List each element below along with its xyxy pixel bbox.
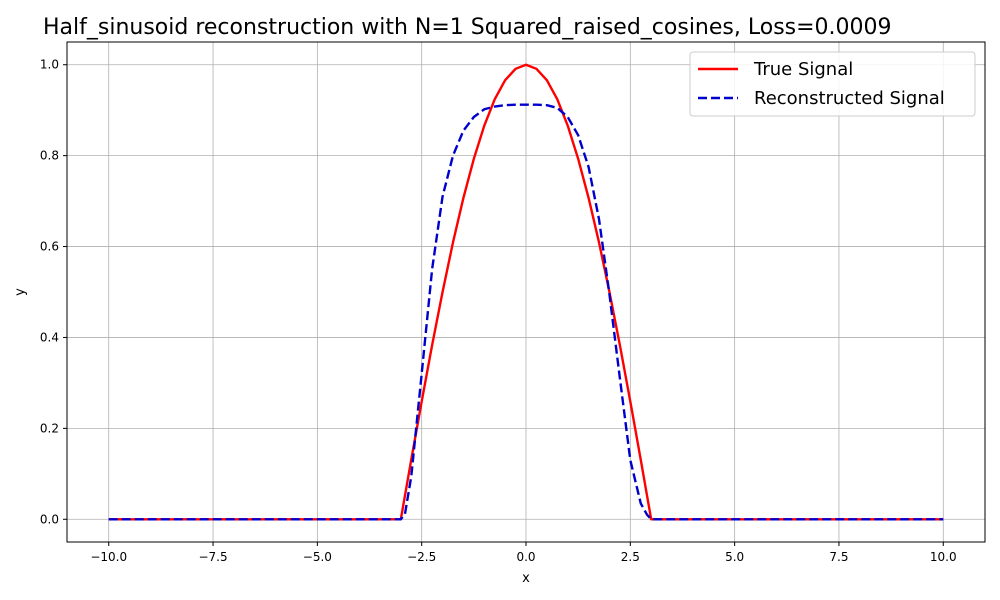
y-axis-label: y [13, 288, 28, 296]
reconstructed-signal-line [108, 103, 944, 521]
chart-title: Half_sinusoid reconstruction with N=1 Sq… [43, 15, 892, 40]
legend-label: Reconstructed Signal [754, 88, 945, 109]
x-tick-label: −5.0 [303, 550, 332, 564]
x-tick-label: −7.5 [198, 550, 227, 564]
series-layer [108, 63, 944, 521]
true-signal-line [108, 63, 944, 521]
legend-box [689, 51, 976, 117]
legend: True Signal Reconstructed Signal [689, 51, 976, 117]
y-tick-label: 0.2 [40, 421, 59, 435]
x-tick-label: 5.0 [725, 550, 744, 564]
y-tick-label: 1.0 [40, 58, 59, 72]
x-axis-label: x [522, 571, 530, 586]
y-tick-label: 0.8 [40, 149, 59, 163]
x-tick-label: 0.0 [516, 550, 535, 564]
x-tick-label: 10.0 [930, 550, 957, 564]
x-tick-label: 7.5 [829, 550, 848, 564]
legend-label: True Signal [753, 59, 853, 80]
y-tick-label: 0.0 [40, 512, 59, 526]
ticks: −10.0 −7.5 −5.0 −2.5 0.0 2.5 5.0 7.5 10.0 0.0 0.2 0… [40, 58, 957, 564]
y-tick-label: 0.4 [40, 330, 59, 344]
x-tick-label: −2.5 [407, 550, 436, 564]
x-tick-label: 2.5 [621, 550, 640, 564]
x-tick-label: −10.0 [90, 550, 127, 564]
y-tick-label: 0.6 [40, 240, 59, 254]
